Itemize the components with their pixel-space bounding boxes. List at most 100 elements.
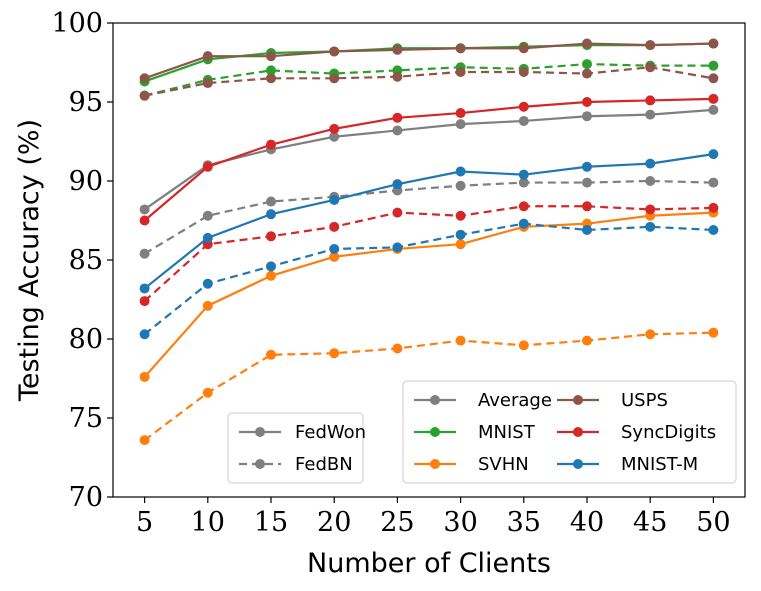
data-point [139, 435, 150, 446]
series-line [144, 62, 714, 97]
x-tick-label: 45 [633, 507, 667, 538]
legend-marker-fedwon [255, 427, 265, 437]
y-tick-label: 85 [69, 245, 103, 276]
data-point [582, 161, 592, 172]
series-line [143, 97, 714, 222]
data-point [582, 177, 592, 188]
data-point [645, 62, 656, 73]
legend-marker-usps [573, 395, 583, 405]
series-line [144, 42, 714, 80]
legend-label-svhn: SVHN [478, 454, 529, 475]
data-point [266, 261, 276, 272]
data-point [518, 115, 529, 126]
data-point [329, 46, 340, 57]
data-point [266, 209, 276, 220]
data-point [202, 210, 213, 221]
data-point [645, 204, 656, 215]
x-tick-label: 50 [696, 507, 730, 538]
legend-marker-svhn [430, 459, 440, 469]
data-point [139, 204, 150, 215]
series-svhn-fedbn [139, 327, 719, 446]
series-line [143, 205, 714, 302]
x-tick-label: 20 [317, 507, 351, 538]
series-usps-fedbn [139, 62, 719, 101]
data-point [518, 101, 529, 112]
data-point [392, 112, 403, 123]
data-point [645, 95, 656, 106]
data-point [329, 251, 340, 262]
series-syncdigits-fedwon [139, 93, 719, 226]
series-svhn-fedwon [139, 207, 719, 382]
data-point [329, 123, 340, 134]
legend-marker-fedbn [255, 459, 265, 469]
data-point [455, 180, 466, 191]
data-point [708, 327, 719, 338]
data-point [139, 371, 150, 382]
data-point [329, 221, 340, 232]
data-point [266, 51, 276, 62]
data-point [518, 169, 529, 180]
data-point [139, 329, 150, 340]
data-point [139, 248, 150, 259]
series-line [143, 331, 714, 441]
data-point [455, 335, 466, 346]
data-point [455, 229, 466, 240]
data-point [518, 201, 529, 212]
data-point [139, 73, 150, 84]
data-point [708, 202, 719, 213]
data-point [582, 38, 592, 49]
legend-label-fedbn: FedBN [295, 454, 353, 475]
data-point [202, 387, 213, 398]
series-usps-fedwon [139, 38, 719, 84]
legend-marker-average [430, 395, 440, 405]
data-point [708, 104, 719, 115]
data-point [708, 224, 719, 235]
series-line [143, 222, 714, 336]
x-tick-label: 15 [254, 507, 288, 538]
legend-marker-mnist-m [573, 459, 583, 469]
y-tick-label: 95 [69, 87, 103, 118]
series-syncdigits-fedbn [139, 201, 719, 307]
data-point [582, 97, 592, 107]
data-point [329, 243, 340, 254]
data-point [645, 221, 656, 232]
y-axis-label: Testing Accuracy (%) [14, 119, 45, 402]
data-point [266, 65, 276, 76]
data-point [266, 73, 276, 84]
data-point [329, 73, 340, 84]
series-line [144, 66, 714, 97]
data-point [582, 111, 592, 122]
x-tick-label: 35 [507, 507, 541, 538]
data-point [202, 278, 213, 289]
data-point [455, 210, 466, 221]
x-tick-label: 40 [570, 507, 604, 538]
y-tick-label: 70 [69, 482, 103, 513]
data-point [455, 43, 466, 54]
series-line [144, 179, 714, 255]
x-tick-label: 25 [380, 507, 414, 538]
data-point [139, 296, 150, 307]
data-point [455, 166, 466, 177]
data-point [518, 43, 529, 54]
data-point [518, 340, 529, 351]
series-mnist-m-fedwon [139, 149, 719, 294]
x-tick-label: 10 [191, 507, 225, 538]
data-point [266, 349, 276, 360]
data-point [518, 218, 529, 229]
data-point [455, 66, 466, 77]
data-point [708, 73, 719, 84]
series-line [143, 153, 714, 290]
data-point [708, 149, 719, 160]
y-tick-label: 90 [69, 166, 103, 197]
data-point [645, 40, 656, 51]
data-point [455, 119, 466, 130]
data-point [202, 300, 213, 311]
data-point [518, 66, 529, 77]
series-mnist-fedbn [139, 59, 719, 101]
data-point [582, 335, 592, 346]
data-point [455, 108, 466, 119]
data-point [139, 215, 150, 226]
data-point [139, 283, 150, 294]
